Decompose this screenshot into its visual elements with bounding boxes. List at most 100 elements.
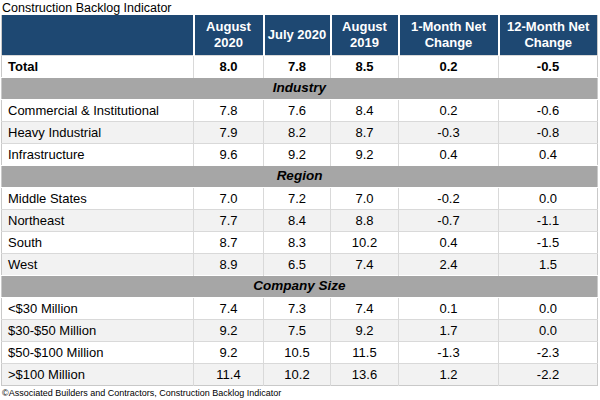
- backlog-table: August 2020 July 2020 August 2019 1-Mont…: [1, 15, 598, 386]
- value-cell: 7.5: [264, 320, 331, 342]
- value-cell: 8.5: [331, 56, 399, 78]
- row-label: Middle States: [2, 188, 194, 210]
- value-cell: 1.2: [399, 364, 499, 386]
- value-cell: -0.3: [399, 122, 499, 144]
- table-row: >$100 Million11.410.213.61.2-2.2: [2, 364, 598, 386]
- value-cell: 8.7: [331, 122, 399, 144]
- value-cell: 0.4: [399, 232, 499, 254]
- table-row: Infrastructure9.69.29.20.40.4: [2, 144, 598, 166]
- row-label: >$100 Million: [2, 364, 194, 386]
- value-cell: 7.4: [194, 298, 264, 320]
- value-cell: 10.2: [264, 364, 331, 386]
- section-title: Region: [2, 166, 598, 188]
- value-cell: 0.0: [499, 320, 598, 342]
- value-cell: 6.5: [264, 254, 331, 276]
- value-cell: 7.8: [264, 56, 331, 78]
- value-cell: -0.8: [499, 122, 598, 144]
- value-cell: 7.0: [331, 188, 399, 210]
- table-row: Commercial & Institutional7.87.68.40.2-0…: [2, 100, 598, 122]
- table-row: West8.96.57.42.41.5: [2, 254, 598, 276]
- value-cell: -0.5: [499, 56, 598, 78]
- row-label: Total: [2, 56, 194, 78]
- value-cell: 8.8: [331, 210, 399, 232]
- row-label: West: [2, 254, 194, 276]
- table-header: August 2020 July 2020 August 2019 1-Mont…: [2, 15, 598, 56]
- value-cell: 1.5: [499, 254, 598, 276]
- value-cell: 7.0: [194, 188, 264, 210]
- header-12-month-net-change: 12-Month Net Change: [499, 15, 598, 56]
- section-header-row: Industry: [2, 78, 598, 100]
- header-august-2019: August 2019: [331, 15, 399, 56]
- table-row: <$30 Million7.47.37.40.10.0: [2, 298, 598, 320]
- row-label: $30-$50 Million: [2, 320, 194, 342]
- section-title: Company Size: [2, 276, 598, 298]
- total-row: Total8.07.88.50.2-0.5: [2, 56, 598, 78]
- page: Construction Backlog Indicator August 20…: [0, 0, 600, 400]
- row-label: Commercial & Institutional: [2, 100, 194, 122]
- header-row: August 2020 July 2020 August 2019 1-Mont…: [2, 15, 598, 56]
- table-body: Total8.07.88.50.2-0.5IndustryCommercial …: [2, 56, 598, 386]
- value-cell: 9.2: [331, 320, 399, 342]
- value-cell: 10.5: [264, 342, 331, 364]
- section-header-row: Region: [2, 166, 598, 188]
- section-header-row: Company Size: [2, 276, 598, 298]
- value-cell: 0.1: [399, 298, 499, 320]
- value-cell: 9.2: [331, 144, 399, 166]
- table-row: South8.78.310.20.4-1.5: [2, 232, 598, 254]
- header-empty-cell: [2, 15, 194, 56]
- value-cell: 7.7: [194, 210, 264, 232]
- value-cell: 9.2: [194, 320, 264, 342]
- row-label: Infrastructure: [2, 144, 194, 166]
- value-cell: -1.3: [399, 342, 499, 364]
- value-cell: 0.0: [499, 298, 598, 320]
- value-cell: 7.3: [264, 298, 331, 320]
- value-cell: 8.7: [194, 232, 264, 254]
- value-cell: 0.2: [399, 100, 499, 122]
- row-label: South: [2, 232, 194, 254]
- source-note: ©Associated Builders and Contractors, Co…: [0, 386, 600, 399]
- row-label: Northeast: [2, 210, 194, 232]
- value-cell: 7.6: [264, 100, 331, 122]
- value-cell: 7.2: [264, 188, 331, 210]
- value-cell: 9.2: [194, 342, 264, 364]
- value-cell: 0.4: [399, 144, 499, 166]
- header-1-month-net-change: 1-Month Net Change: [399, 15, 499, 56]
- value-cell: 0.4: [499, 144, 598, 166]
- value-cell: 8.9: [194, 254, 264, 276]
- value-cell: 2.4: [399, 254, 499, 276]
- value-cell: 0.2: [399, 56, 499, 78]
- value-cell: 7.4: [331, 254, 399, 276]
- value-cell: 7.4: [331, 298, 399, 320]
- value-cell: 8.2: [264, 122, 331, 144]
- value-cell: -0.7: [399, 210, 499, 232]
- value-cell: 8.4: [264, 210, 331, 232]
- value-cell: 1.7: [399, 320, 499, 342]
- row-label: $50-$100 Million: [2, 342, 194, 364]
- table-row: $30-$50 Million9.27.59.21.70.0: [2, 320, 598, 342]
- value-cell: 8.4: [331, 100, 399, 122]
- table-row: Northeast7.78.48.8-0.7-1.1: [2, 210, 598, 232]
- value-cell: -2.3: [499, 342, 598, 364]
- value-cell: 9.6: [194, 144, 264, 166]
- value-cell: 11.4: [194, 364, 264, 386]
- value-cell: 8.3: [264, 232, 331, 254]
- value-cell: 0.0: [499, 188, 598, 210]
- section-title: Industry: [2, 78, 598, 100]
- header-august-2020: August 2020: [194, 15, 264, 56]
- value-cell: 7.8: [194, 100, 264, 122]
- value-cell: -0.2: [399, 188, 499, 210]
- header-july-2020: July 2020: [264, 15, 331, 56]
- row-label: <$30 Million: [2, 298, 194, 320]
- value-cell: -1.5: [499, 232, 598, 254]
- value-cell: 7.9: [194, 122, 264, 144]
- value-cell: 8.0: [194, 56, 264, 78]
- value-cell: -0.6: [499, 100, 598, 122]
- page-title: Construction Backlog Indicator: [0, 0, 600, 15]
- value-cell: -1.1: [499, 210, 598, 232]
- value-cell: 13.6: [331, 364, 399, 386]
- value-cell: -2.2: [499, 364, 598, 386]
- value-cell: 10.2: [331, 232, 399, 254]
- value-cell: 11.5: [331, 342, 399, 364]
- table-row: Heavy Industrial7.98.28.7-0.3-0.8: [2, 122, 598, 144]
- table-row: $50-$100 Million9.210.511.5-1.3-2.3: [2, 342, 598, 364]
